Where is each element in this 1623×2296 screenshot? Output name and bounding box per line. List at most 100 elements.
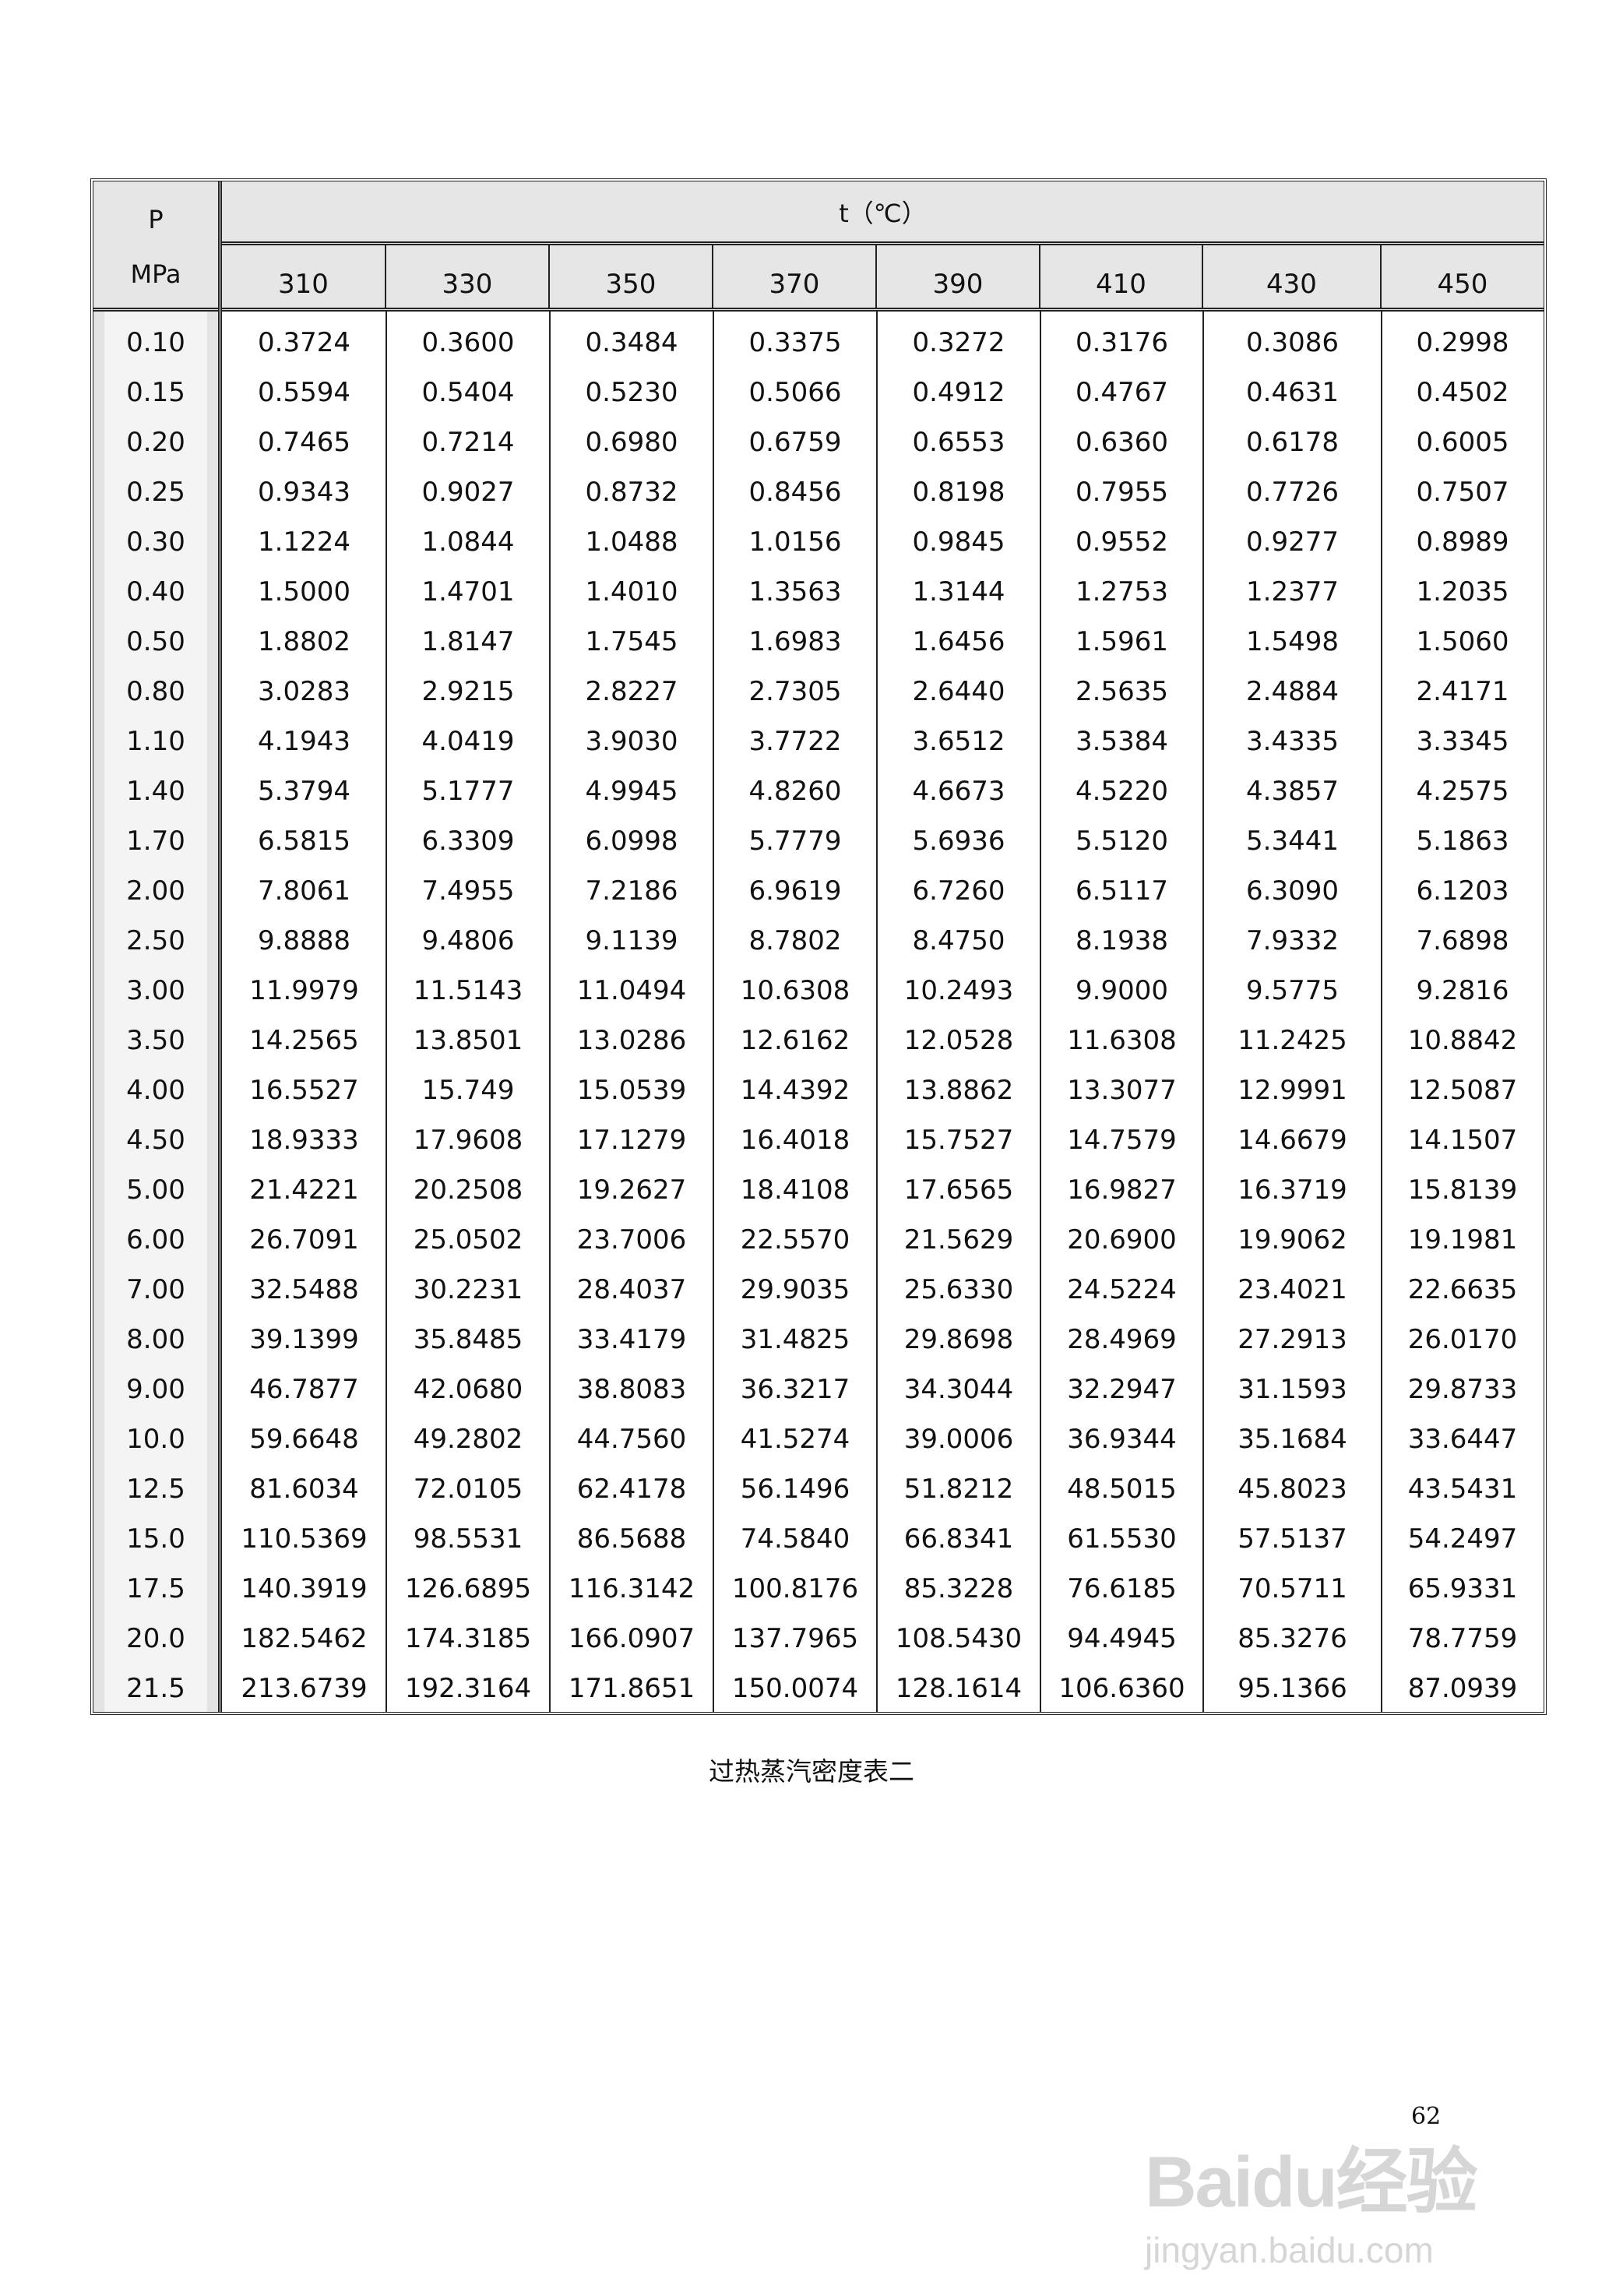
pressure-cell: 4.00 [126,1075,185,1106]
density-cell: 23.4021 [1237,1274,1347,1305]
density-cell: 0.9277 [1246,526,1339,558]
density-cell: 11.6308 [1067,1025,1177,1056]
density-cell: 171.8651 [568,1673,695,1704]
density-cell: 5.5120 [1076,826,1168,857]
pressure-cell: 2.50 [126,925,185,956]
density-cell: 17.6565 [903,1174,1014,1206]
density-cell: 20.2508 [413,1174,523,1206]
density-cell: 16.4018 [740,1125,850,1156]
density-cell: 140.3919 [241,1573,368,1604]
density-cell: 41.5274 [740,1424,850,1455]
density-cell: 9.2816 [1416,975,1509,1006]
density-cell: 0.5230 [585,377,678,408]
density-cell: 25.6330 [903,1274,1014,1305]
column-header-350: 350 [550,245,713,308]
pressure-cell: 21.5 [126,1673,185,1704]
density-cell: 32.5488 [249,1274,359,1305]
density-cell: 0.4767 [1076,377,1168,408]
density-cell: 31.1593 [1237,1374,1347,1405]
density-cell: 26.0170 [1407,1324,1518,1355]
pressure-cell: 12.5 [126,1474,185,1505]
density-cell: 4.0419 [421,726,515,757]
density-cell: 1.3563 [748,576,842,607]
density-cell: 14.7579 [1067,1125,1177,1156]
density-cell: 24.5224 [1067,1274,1177,1305]
density-cell: 28.4969 [1067,1324,1177,1355]
density-cell: 33.6447 [1407,1424,1518,1455]
density-cell: 1.5000 [258,576,350,607]
density-cell: 9.5775 [1246,975,1339,1006]
density-cell: 26.7091 [249,1224,359,1255]
density-cell: 14.2565 [249,1025,359,1056]
density-cell: 150.0074 [731,1673,859,1704]
density-cell: 14.4392 [740,1075,850,1106]
density-cell: 0.3724 [258,327,350,358]
density-cell: 1.3144 [912,576,1005,607]
column-divider [549,312,551,1712]
baidu-watermark-logo: Baidu经验 jingyan.baidu.com [1145,2143,1581,2291]
density-cell: 8.4750 [912,925,1005,956]
pressure-cell: 3.50 [126,1025,185,1056]
density-cell: 1.5498 [1246,626,1339,657]
density-cell: 17.1279 [576,1125,687,1156]
density-cell: 0.5594 [258,377,350,408]
density-cell: 4.3857 [1246,776,1339,807]
density-cell: 0.5404 [421,377,515,408]
column-divider [1202,312,1204,1712]
density-cell: 15.749 [421,1075,515,1106]
density-cell: 22.5570 [740,1224,850,1255]
pressure-cell: 0.50 [126,626,185,657]
pressure-cell: 3.00 [126,975,185,1006]
density-cell: 95.1366 [1237,1673,1347,1704]
density-cell: 19.2627 [576,1174,687,1206]
column-header-330: 330 [386,245,550,308]
density-cell: 1.7545 [585,626,678,657]
density-cell: 51.8212 [903,1474,1014,1505]
density-cell: 61.5530 [1067,1523,1177,1555]
density-cell: 85.3276 [1237,1623,1347,1654]
pressure-cell: 4.50 [126,1125,185,1156]
density-cell: 0.7955 [1076,477,1168,508]
density-cell: 36.9344 [1067,1424,1177,1455]
density-cell: 0.7726 [1246,477,1339,508]
density-cell: 29.8733 [1407,1374,1518,1405]
density-cell: 6.0998 [585,826,678,857]
density-cell: 5.1863 [1416,826,1509,857]
density-cell: 0.9343 [258,477,350,508]
density-cell: 3.0283 [258,676,350,707]
density-cell: 15.0539 [576,1075,687,1106]
pressure-cell: 15.0 [126,1523,185,1555]
density-cell: 0.3272 [912,327,1005,358]
column-header-450: 450 [1437,269,1488,300]
density-cell: 5.1777 [421,776,515,807]
density-cell: 4.1943 [258,726,350,757]
density-cell: 20.6900 [1067,1224,1177,1255]
density-cell: 6.3309 [421,826,515,857]
density-cell: 0.7214 [421,427,515,458]
pressure-cell: 17.5 [126,1573,185,1604]
density-cell: 0.4912 [912,377,1005,408]
density-cell: 1.4701 [421,576,515,607]
density-cell: 23.7006 [576,1224,687,1255]
column-divider [1381,312,1382,1712]
density-cell: 43.5431 [1407,1474,1518,1505]
density-cell: 6.7260 [912,875,1005,907]
density-cell: 1.6456 [912,626,1005,657]
density-cell: 21.4221 [249,1174,359,1206]
density-cell: 0.9845 [912,526,1005,558]
density-cell: 29.9035 [740,1274,850,1305]
density-cell: 213.6739 [241,1673,368,1704]
density-cell: 137.7965 [731,1623,859,1654]
density-cell: 32.2947 [1067,1374,1177,1405]
density-cell: 2.5635 [1076,676,1168,707]
density-cell: 0.7465 [258,427,350,458]
density-cell: 166.0907 [568,1623,695,1654]
density-cell: 192.3164 [404,1673,532,1704]
pressure-cell: 0.25 [126,477,185,508]
pressure-symbol: P [148,205,164,234]
density-cell: 39.0006 [903,1424,1014,1455]
density-cell: 2.6440 [912,676,1005,707]
density-cell: 10.8842 [1407,1025,1518,1056]
density-cell: 31.4825 [740,1324,850,1355]
density-cell: 14.1507 [1407,1125,1518,1156]
